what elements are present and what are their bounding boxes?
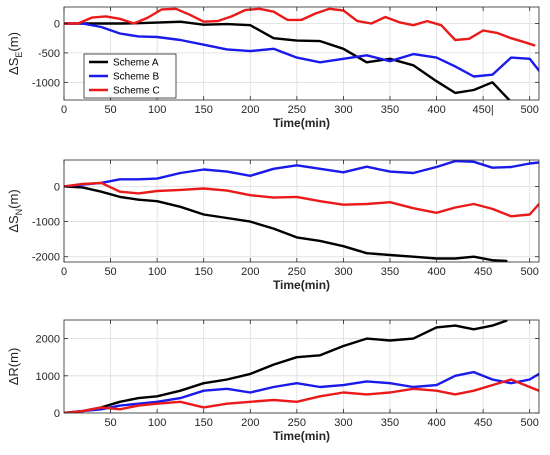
y-tick-label: -1000 xyxy=(32,77,60,89)
x-tick-label: 450| xyxy=(473,104,494,116)
x-tick-label: 200 xyxy=(241,104,259,116)
x-tick-label: 400 xyxy=(427,266,445,278)
x-tick-label: 0 xyxy=(61,104,67,116)
x-tick-label: 450 xyxy=(474,417,492,429)
x-tick-label: 400 xyxy=(427,417,445,429)
x-tick-label: 500 xyxy=(521,417,539,429)
axes-frame xyxy=(63,159,540,263)
x-tick-label: 300 xyxy=(334,104,352,116)
axes-frame xyxy=(63,319,540,414)
panel-range-error: 50 100 150 200 250 300 350 400 450 500 0 1000 2000 Ti… xyxy=(6,319,540,443)
y-axis-label-subscript: E xyxy=(14,52,24,58)
legend: Scheme A Scheme B Scheme C xyxy=(83,53,177,99)
x-tick-label: 100 xyxy=(148,417,166,429)
x-axis-label: Time(min) xyxy=(273,278,330,292)
legend-label-scheme-b: Scheme B xyxy=(113,72,159,83)
x-tick-label: 100 xyxy=(148,104,166,116)
x-axis-label: Time(min) xyxy=(273,116,330,130)
y-tick-label: 2000 xyxy=(36,334,60,346)
x-tick-label: 500 xyxy=(521,266,539,278)
x-tick-label: 0 xyxy=(61,266,67,278)
y-axis-label-main: ΔS xyxy=(6,215,21,233)
y-axis-label-unit: (m) xyxy=(6,32,21,52)
y-axis-label: ΔSN(m) xyxy=(6,189,24,232)
x-tick-label: 150 xyxy=(195,104,213,116)
series-line-scheme-c xyxy=(64,181,539,218)
x-tick-label: 350 xyxy=(381,266,399,278)
plot-area xyxy=(64,160,539,262)
y-axis-label: ΔR(m) xyxy=(6,348,21,386)
x-tick-label: 50 xyxy=(104,266,116,278)
y-tick-label: -500 xyxy=(38,48,60,60)
series-line-scheme-c xyxy=(64,378,539,413)
x-tick-label: 400 xyxy=(427,104,445,116)
legend-label-scheme-c: Scheme C xyxy=(113,86,160,97)
x-tick-label: 200 xyxy=(241,266,259,278)
series-line-scheme-b xyxy=(64,22,539,78)
series-group xyxy=(64,320,539,413)
x-tick-label: 150 xyxy=(195,417,213,429)
y-axis-label-main: ΔR xyxy=(6,367,21,385)
x-tick-label: 50 xyxy=(104,417,116,429)
y-tick-label: -1000 xyxy=(32,217,60,229)
x-tick-label: 300 xyxy=(334,266,352,278)
x-tick-label: 200 xyxy=(241,417,259,429)
series-line-scheme-a xyxy=(64,320,508,413)
x-tick-label: 150 xyxy=(195,266,213,278)
panel-north-error: 0 50 100 150 200 250 300 350 400 450 500 -2000 -1000… xyxy=(6,159,540,292)
series-line-scheme-c xyxy=(64,7,536,47)
x-tick-label: 300 xyxy=(334,417,352,429)
series-line-scheme-b xyxy=(64,370,539,413)
x-tick-label: 100 xyxy=(148,266,166,278)
y-tick-label: 0 xyxy=(54,408,60,420)
series-group xyxy=(64,160,539,262)
y-axis-label-subscript: N xyxy=(14,209,24,216)
x-axis-label: Time(min) xyxy=(273,429,330,443)
y-tick-label: 1000 xyxy=(36,371,60,383)
x-tick-label: 350 xyxy=(381,417,399,429)
x-tick-label: 50 xyxy=(104,104,116,116)
x-tick-label: 250 xyxy=(288,266,306,278)
y-axis-label-main: ΔS xyxy=(6,57,21,75)
axes-frame xyxy=(63,6,540,101)
y-tick-label: -2000 xyxy=(32,252,60,264)
series-line-scheme-a xyxy=(64,185,508,262)
x-tick-label: 450 xyxy=(474,266,492,278)
x-tick-label: 250 xyxy=(288,417,306,429)
legend-label-scheme-a: Scheme A xyxy=(113,58,159,69)
x-tick-label: 350 xyxy=(381,104,399,116)
series-group xyxy=(64,7,539,100)
x-tick-label: 250 xyxy=(288,104,306,116)
y-axis-label: ΔSE(m) xyxy=(6,32,24,75)
series-line-scheme-b xyxy=(64,160,539,188)
series-line-scheme-a xyxy=(64,20,511,100)
y-tick-label: 0 xyxy=(54,18,60,30)
y-tick-label: 0 xyxy=(54,181,60,193)
x-tick-label: 500 xyxy=(521,104,539,116)
y-axis-label-unit: (m) xyxy=(6,348,21,368)
y-axis-label-unit: (m) xyxy=(6,189,21,209)
